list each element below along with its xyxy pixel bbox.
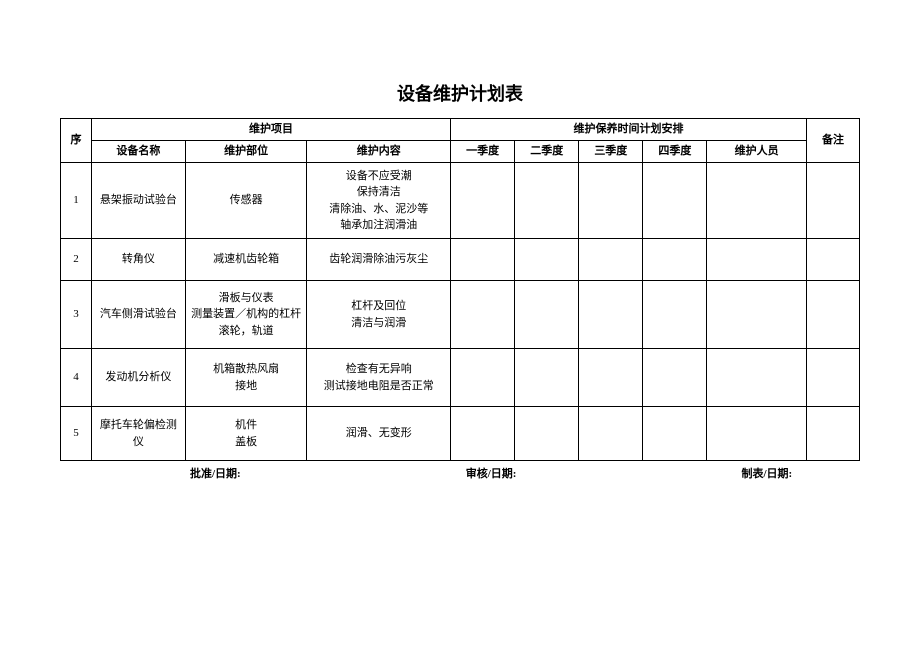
table-row: 4 发动机分析仪 机箱散热风扇 接地 检查有无异响 测试接地电阻是否正常 xyxy=(61,349,860,407)
cell-q1 xyxy=(451,281,515,349)
header-maint-content: 维护内容 xyxy=(307,141,451,163)
table-row: 1 悬架振动试验台 传感器 设备不应受潮 保持清洁 清除油、水、泥沙等 轴承加注… xyxy=(61,163,860,239)
cell-content: 齿轮润滑除油污灰尘 xyxy=(307,239,451,281)
cell-content: 润滑、无变形 xyxy=(307,407,451,461)
cell-q3 xyxy=(579,349,643,407)
cell-note xyxy=(806,163,859,239)
cell-name: 摩托车轮偏检测仪 xyxy=(91,407,185,461)
header-maint-item: 维护项目 xyxy=(91,119,450,141)
cell-name: 汽车侧滑试验台 xyxy=(91,281,185,349)
cell-seq: 1 xyxy=(61,163,92,239)
header-q3: 三季度 xyxy=(579,141,643,163)
cell-q3 xyxy=(579,239,643,281)
cell-q1 xyxy=(451,239,515,281)
cell-q1 xyxy=(451,349,515,407)
cell-q4 xyxy=(643,407,707,461)
cell-q1 xyxy=(451,163,515,239)
cell-q3 xyxy=(579,407,643,461)
cell-q2 xyxy=(515,407,579,461)
cell-q4 xyxy=(643,349,707,407)
cell-q4 xyxy=(643,281,707,349)
cell-seq: 4 xyxy=(61,349,92,407)
footer-make: 制表/日期: xyxy=(741,465,792,481)
header-seq: 序 xyxy=(61,119,92,163)
cell-person xyxy=(707,239,806,281)
cell-part: 机件 盖板 xyxy=(185,407,307,461)
cell-content: 检查有无异响 测试接地电阻是否正常 xyxy=(307,349,451,407)
cell-q2 xyxy=(515,163,579,239)
cell-q2 xyxy=(515,349,579,407)
maintenance-plan-table: 序 维护项目 维护保养时间计划安排 备注 设备名称 维护部位 维护内容 一季度 … xyxy=(60,118,860,461)
footer-approve: 批准/日期: xyxy=(190,465,241,481)
cell-q3 xyxy=(579,281,643,349)
header-maint-schedule: 维护保养时间计划安排 xyxy=(451,119,807,141)
cell-content: 杠杆及回位 清洁与润滑 xyxy=(307,281,451,349)
cell-name: 发动机分析仪 xyxy=(91,349,185,407)
cell-note xyxy=(806,239,859,281)
table-row: 2 转角仪 减速机齿轮箱 齿轮润滑除油污灰尘 xyxy=(61,239,860,281)
cell-person xyxy=(707,349,806,407)
cell-seq: 2 xyxy=(61,239,92,281)
cell-part: 机箱散热风扇 接地 xyxy=(185,349,307,407)
cell-name: 悬架振动试验台 xyxy=(91,163,185,239)
header-row-1: 序 维护项目 维护保养时间计划安排 备注 xyxy=(61,119,860,141)
cell-seq: 3 xyxy=(61,281,92,349)
header-row-2: 设备名称 维护部位 维护内容 一季度 二季度 三季度 四季度 维护人员 xyxy=(61,141,860,163)
cell-name: 转角仪 xyxy=(91,239,185,281)
header-q4: 四季度 xyxy=(643,141,707,163)
page-title: 设备维护计划表 xyxy=(60,80,860,106)
cell-person xyxy=(707,407,806,461)
header-person: 维护人员 xyxy=(707,141,806,163)
cell-q3 xyxy=(579,163,643,239)
header-q2: 二季度 xyxy=(515,141,579,163)
cell-person xyxy=(707,281,806,349)
cell-person xyxy=(707,163,806,239)
cell-q1 xyxy=(451,407,515,461)
footer-row: 批准/日期: 审核/日期: 制表/日期: xyxy=(60,465,860,481)
cell-q4 xyxy=(643,239,707,281)
header-maint-part: 维护部位 xyxy=(185,141,307,163)
footer-review: 审核/日期: xyxy=(466,465,517,481)
cell-part: 减速机齿轮箱 xyxy=(185,239,307,281)
cell-note xyxy=(806,349,859,407)
header-q1: 一季度 xyxy=(451,141,515,163)
cell-part: 滑板与仪表 测量装置／机构的杠杆 滚轮，轨道 xyxy=(185,281,307,349)
header-equip-name: 设备名称 xyxy=(91,141,185,163)
cell-q4 xyxy=(643,163,707,239)
cell-content: 设备不应受潮 保持清洁 清除油、水、泥沙等 轴承加注润滑油 xyxy=(307,163,451,239)
table-row: 3 汽车侧滑试验台 滑板与仪表 测量装置／机构的杠杆 滚轮，轨道 杠杆及回位 清… xyxy=(61,281,860,349)
cell-note xyxy=(806,407,859,461)
cell-q2 xyxy=(515,239,579,281)
header-note: 备注 xyxy=(806,119,859,163)
cell-seq: 5 xyxy=(61,407,92,461)
cell-part: 传感器 xyxy=(185,163,307,239)
cell-q2 xyxy=(515,281,579,349)
table-row: 5 摩托车轮偏检测仪 机件 盖板 润滑、无变形 xyxy=(61,407,860,461)
cell-note xyxy=(806,281,859,349)
